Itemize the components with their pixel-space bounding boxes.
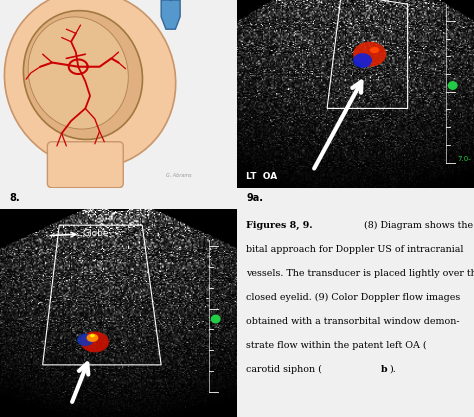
Ellipse shape <box>4 0 176 168</box>
Circle shape <box>448 82 457 89</box>
FancyBboxPatch shape <box>47 142 123 188</box>
Text: bital approach for Doppler US of intracranial: bital approach for Doppler US of intracr… <box>246 245 464 254</box>
Text: (8) Diagram shows the transor-: (8) Diagram shows the transor- <box>356 221 474 230</box>
Ellipse shape <box>86 334 99 342</box>
Polygon shape <box>161 0 180 29</box>
Text: closed eyelid. (9) Color Doppler flow images: closed eyelid. (9) Color Doppler flow im… <box>246 293 461 302</box>
Text: LT  OA: LT OA <box>246 172 278 181</box>
Ellipse shape <box>81 332 109 352</box>
Text: G. Abrams: G. Abrams <box>166 173 191 178</box>
Ellipse shape <box>90 334 95 337</box>
Ellipse shape <box>23 11 143 139</box>
Text: vessels. The transducer is placed lightly over the: vessels. The transducer is placed lightl… <box>246 269 474 278</box>
Text: Figures 8, 9.: Figures 8, 9. <box>246 221 313 230</box>
Ellipse shape <box>370 47 379 53</box>
Text: b: b <box>381 365 387 374</box>
Text: 9a.: 9a. <box>246 193 264 203</box>
Ellipse shape <box>353 42 386 67</box>
Text: 8.: 8. <box>9 193 20 203</box>
Ellipse shape <box>77 334 94 346</box>
Text: carotid siphon (: carotid siphon ( <box>246 365 322 374</box>
Text: ).: ). <box>389 365 396 374</box>
Text: obtained with a transorbital window demon-: obtained with a transorbital window demo… <box>246 317 460 326</box>
Ellipse shape <box>353 53 372 68</box>
Text: Globe: Globe <box>50 229 109 238</box>
Circle shape <box>211 315 220 323</box>
Ellipse shape <box>28 17 128 129</box>
Text: 7.0-: 7.0- <box>457 156 471 161</box>
Text: strate flow within the patent left OA (: strate flow within the patent left OA ( <box>246 341 427 350</box>
Text: Globe: Globe <box>344 0 401 3</box>
